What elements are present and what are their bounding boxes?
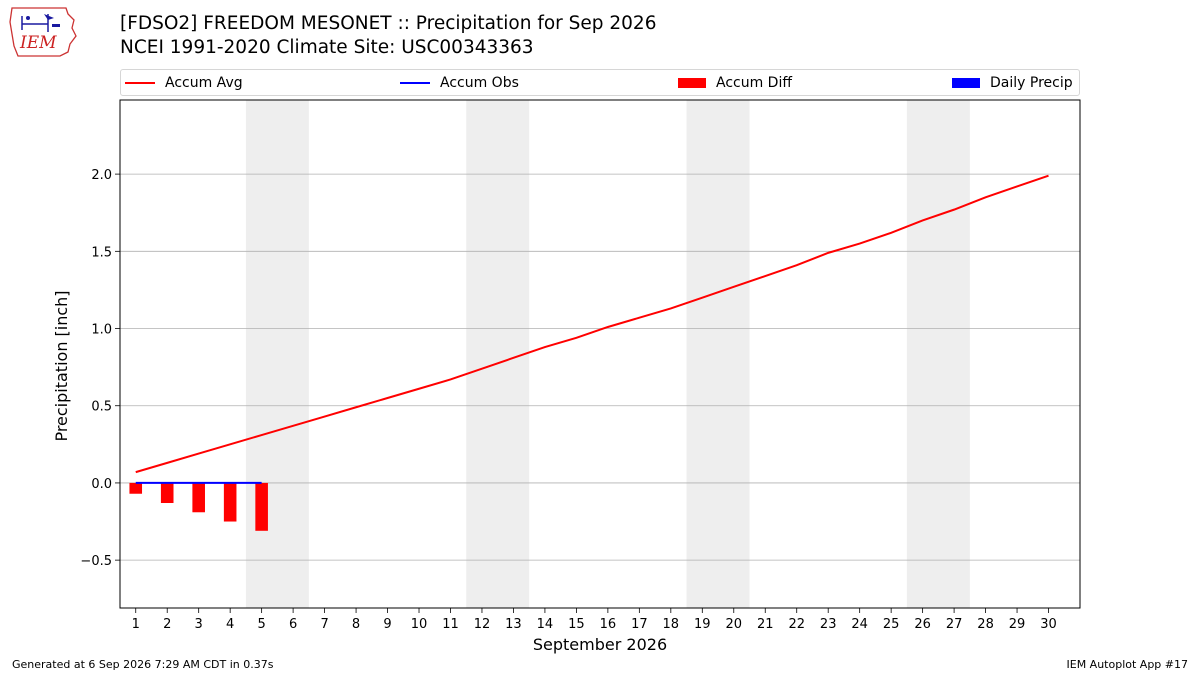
chart-title: [FDSO2] FREEDOM MESONET :: Precipitation… (120, 13, 657, 34)
weekend-band (245, 100, 309, 608)
legend-label-accum-avg: Accum Avg (165, 74, 243, 91)
chart-legend: Accum Avg Accum Obs Accum Diff Daily Pre… (120, 69, 1080, 96)
y-tick-label: 1.0 (91, 323, 112, 338)
x-tick-label: 20 (725, 617, 742, 632)
y-axis-label: Precipitation [inch] (52, 290, 71, 441)
x-tick-label: 18 (663, 617, 680, 632)
x-tick-label: 28 (977, 617, 994, 632)
x-tick-label: 16 (600, 617, 617, 632)
svg-text:IEM: IEM (19, 33, 57, 53)
bar-accum-diff (160, 482, 174, 504)
x-tick-label: 24 (851, 617, 868, 632)
legend-label-accum-diff: Accum Diff (716, 74, 793, 91)
iem-logo: IEM (8, 6, 82, 58)
y-tick-label: −0.5 (80, 554, 112, 569)
iem-logo-graphic: IEM (9, 7, 77, 57)
legend-item-daily-precip: Daily Precip (952, 70, 1073, 95)
legend-swatch-accum-diff (678, 77, 706, 88)
legend-swatch-daily-precip (952, 77, 980, 88)
x-tick-label: 14 (537, 617, 554, 632)
bar-accum-diff (192, 482, 205, 513)
bar-accum-diff (255, 482, 268, 531)
weekend-band (906, 100, 970, 608)
weekend-band (686, 100, 750, 608)
x-tick-label: 15 (568, 617, 585, 632)
x-tick-label: 12 (474, 617, 491, 632)
x-tick-label: 5 (257, 617, 265, 632)
legend-item-accum-diff: Accum Diff (678, 70, 792, 95)
x-tick-label: 22 (788, 617, 805, 632)
x-tick-label: 10 (411, 617, 428, 632)
legend-item-accum-obs: Accum Obs (400, 70, 519, 95)
generated-timestamp: Generated at 6 Sep 2026 7:29 AM CDT in 0… (12, 658, 274, 671)
x-tick-label: 4 (226, 617, 234, 632)
legend-label-daily-precip: Daily Precip (990, 74, 1073, 91)
app-credit: IEM Autoplot App #17 (1066, 658, 1189, 671)
x-tick-label: 17 (631, 617, 648, 632)
x-tick-label: 11 (442, 617, 459, 632)
y-tick-label: 1.5 (91, 245, 112, 260)
x-tick-label: 19 (694, 617, 711, 632)
y-tick-label: 2.0 (91, 168, 112, 183)
x-axis-label: September 2026 (533, 635, 667, 654)
bar-accum-diff (223, 482, 237, 522)
x-tick-label: 13 (505, 617, 522, 632)
y-tick-label: 0.0 (91, 477, 112, 492)
legend-label-accum-obs: Accum Obs (440, 74, 519, 91)
x-tick-label: 29 (1009, 617, 1026, 632)
legend-item-accum-avg: Accum Avg (125, 70, 243, 95)
weekend-band (466, 100, 530, 608)
legend-swatch-accum-obs (400, 81, 430, 84)
x-tick-label: 27 (946, 617, 963, 632)
x-tick-label: 21 (757, 617, 774, 632)
x-tick-label: 23 (820, 617, 837, 632)
series-line-accum-avg (135, 174, 1049, 474)
legend-swatch-accum-avg (125, 81, 155, 84)
x-tick-label: 8 (352, 617, 360, 632)
y-tick-label: 0.5 (91, 400, 112, 415)
x-tick-label: 30 (1040, 617, 1057, 632)
x-tick-label: 6 (289, 617, 297, 632)
x-tick-label: 2 (163, 617, 171, 632)
chart-subtitle: NCEI 1991-2020 Climate Site: USC00343363 (120, 37, 534, 58)
x-tick-label: 1 (132, 617, 140, 632)
plot-frame (119, 99, 1081, 609)
bar-accum-diff (129, 482, 143, 494)
x-tick-label: 7 (320, 617, 328, 632)
x-tick-label: 25 (883, 617, 900, 632)
x-tick-label: 3 (195, 617, 203, 632)
x-tick-label: 26 (914, 617, 931, 632)
x-tick-label: 9 (383, 617, 391, 632)
